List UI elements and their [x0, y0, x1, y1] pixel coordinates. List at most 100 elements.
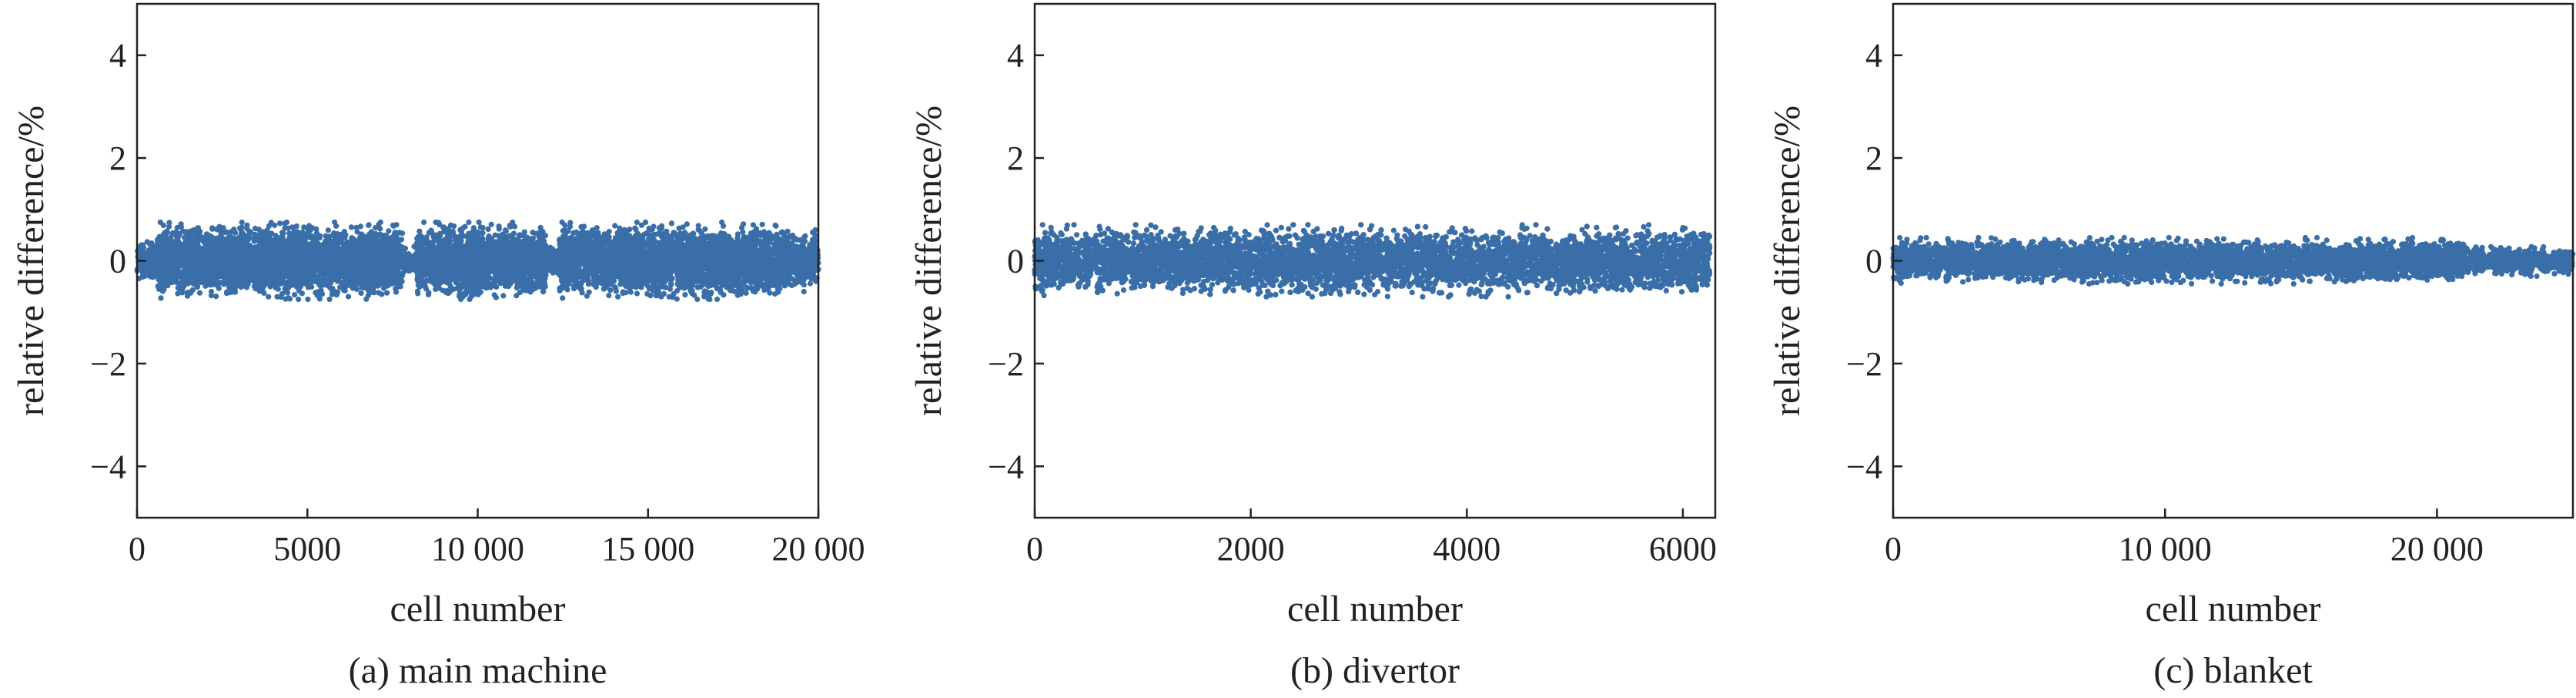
data-point — [209, 261, 215, 267]
data-point — [371, 269, 377, 275]
data-point — [236, 263, 243, 269]
data-point — [223, 290, 229, 297]
data-point — [389, 234, 395, 240]
data-point — [390, 222, 396, 228]
data-point — [264, 245, 270, 251]
data-point — [266, 294, 272, 300]
data-point — [179, 290, 186, 296]
data-point — [296, 287, 302, 294]
data-point — [252, 267, 258, 273]
data-point — [188, 257, 195, 263]
data-point — [319, 291, 326, 297]
data-point — [370, 260, 376, 267]
data-point — [179, 272, 186, 278]
data-point — [256, 288, 263, 294]
data-point — [246, 266, 253, 272]
data-point — [290, 239, 296, 245]
data-point — [266, 255, 273, 262]
data-point — [348, 224, 354, 230]
data-point — [462, 223, 468, 230]
data-point — [500, 293, 507, 299]
data-point — [277, 254, 283, 260]
data-point — [358, 247, 365, 253]
data-point — [337, 238, 343, 244]
data-point — [353, 224, 360, 230]
data-point — [256, 244, 263, 250]
data-point — [204, 255, 210, 261]
data-point — [269, 230, 275, 237]
data-point — [346, 282, 353, 288]
data-point — [363, 257, 370, 263]
data-point — [260, 284, 266, 290]
data-point — [146, 271, 152, 277]
data-point — [296, 296, 302, 303]
data-point — [488, 221, 494, 227]
data-point — [184, 229, 190, 235]
data-point — [315, 273, 321, 280]
data-point — [216, 256, 222, 262]
data-point — [169, 276, 175, 282]
data-point — [317, 267, 323, 273]
data-point — [345, 294, 352, 300]
data-point — [252, 225, 259, 232]
data-point — [171, 243, 177, 249]
data-point — [208, 275, 214, 281]
data-point — [477, 224, 483, 230]
data-point — [235, 237, 242, 243]
data-point — [290, 273, 296, 279]
data-point — [165, 283, 171, 289]
data-point — [292, 292, 298, 298]
data-point — [267, 268, 273, 274]
data-point — [246, 243, 253, 250]
data-point — [229, 277, 235, 283]
data-point — [366, 280, 372, 287]
data-point — [358, 278, 364, 285]
data-point — [196, 263, 202, 269]
data-point — [514, 293, 520, 299]
data-point — [189, 287, 196, 293]
data-point — [330, 259, 336, 265]
data-point — [348, 255, 354, 261]
data-point — [354, 286, 360, 293]
data-point — [467, 296, 473, 303]
data-point — [366, 222, 372, 228]
data-point — [344, 275, 350, 281]
data-point — [214, 277, 220, 284]
data-point — [214, 227, 220, 233]
data-point — [208, 288, 215, 295]
data-point — [421, 219, 427, 226]
data-point — [226, 263, 232, 269]
data-point — [204, 280, 210, 286]
data-point — [233, 230, 239, 236]
data-point — [185, 276, 191, 282]
data-point — [230, 267, 236, 273]
data-point — [393, 286, 399, 292]
data-point — [308, 235, 314, 241]
data-point — [196, 280, 203, 286]
data-point — [360, 251, 366, 258]
data-point — [306, 241, 313, 247]
data-point — [164, 230, 170, 236]
data-point — [393, 246, 400, 252]
data-point — [144, 265, 150, 271]
data-point — [306, 265, 313, 271]
data-point — [267, 284, 273, 290]
data-point — [309, 260, 316, 266]
data-point — [384, 290, 390, 296]
data-point — [155, 240, 161, 247]
data-point — [294, 229, 300, 235]
data-point — [262, 262, 268, 269]
data-point — [530, 235, 537, 241]
data-point — [270, 277, 276, 284]
data-point — [161, 257, 167, 263]
data-point — [376, 239, 383, 245]
data-point — [340, 260, 346, 267]
data-point — [157, 219, 163, 226]
data-point — [245, 250, 251, 256]
data-point — [404, 260, 410, 266]
data-point — [243, 260, 249, 266]
data-point — [266, 223, 272, 229]
data-point — [355, 260, 361, 267]
data-point — [161, 250, 167, 256]
